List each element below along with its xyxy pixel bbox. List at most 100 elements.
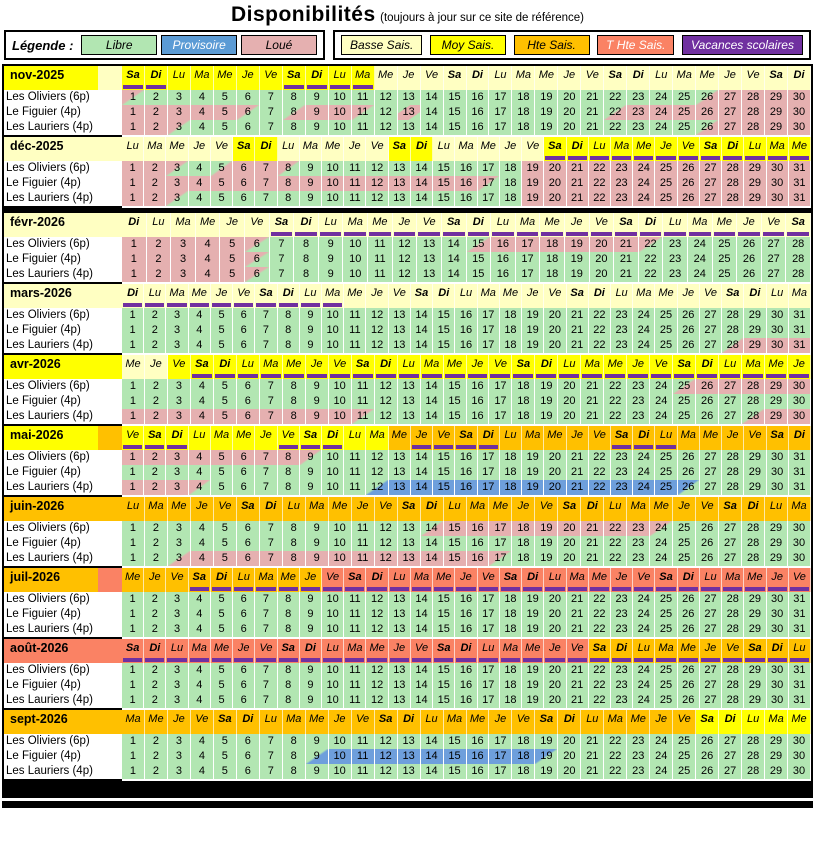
day-cell: 13 (388, 191, 411, 208)
strip-cell (499, 445, 523, 450)
day-header-cell: Je (190, 497, 214, 516)
day-header-cell: Lu (719, 355, 743, 374)
property-label: Les Lauriers (4p) (4, 622, 122, 637)
vacation-bar (456, 445, 476, 449)
vacation-bar (389, 587, 409, 591)
day-cell: 23 (610, 607, 634, 624)
day-header-cell: Sa (255, 284, 278, 303)
property-label: Les Oliviers (6p) (4, 663, 122, 678)
day-cell: 16 (455, 592, 478, 609)
vacation-bar-cell (765, 374, 789, 379)
day-cell: 18 (499, 176, 523, 193)
day-cell: 2 (144, 480, 167, 497)
day-header-cell: Je (188, 137, 211, 156)
day-cell: 19 (522, 338, 545, 355)
day-header-cell: Je (305, 355, 329, 374)
day-header-cell: Ve (522, 137, 545, 156)
vacation-bar (611, 587, 632, 591)
strip-cell (420, 729, 444, 734)
day-cell: 18 (499, 480, 523, 497)
day-header-cell: Ma (299, 137, 323, 156)
strip-cell (388, 445, 411, 450)
vacation-bar-cell (294, 232, 319, 237)
day-header-cell: Me (712, 213, 738, 232)
property-label: Les Lauriers (4p) (4, 764, 122, 779)
property-label: Les Lauriers (4p) (4, 693, 122, 708)
day-cell: 23 (610, 480, 634, 497)
strip-cell (122, 232, 147, 237)
strip-cell (788, 303, 811, 308)
vacation-bar (478, 658, 498, 662)
day-cell: 29 (744, 191, 767, 208)
month-label-filler (98, 710, 122, 734)
day-header-cell: Lu (633, 639, 656, 658)
day-header-cell: Sa (673, 355, 697, 374)
property-label: Le Figuier (4p) (4, 465, 122, 480)
vacation-bar (211, 303, 232, 307)
vacation-bar-cell (277, 445, 300, 450)
day-cell: 23 (610, 338, 634, 355)
vacation-bar (700, 587, 721, 591)
day-cell: 25 (655, 338, 678, 355)
day-cell: 21 (581, 120, 605, 137)
day-cell: 1 (122, 764, 145, 781)
vacation-bar (323, 658, 343, 662)
day-header-cell: Sa (699, 137, 723, 156)
day-cell: 15 (433, 480, 456, 497)
vacation-bar (789, 156, 809, 160)
day-header-cell: Me (499, 284, 523, 303)
vacation-bar-cell (366, 658, 389, 663)
strip-cell (581, 729, 605, 734)
day-cell: 13 (417, 267, 442, 284)
day-cell: 14 (420, 409, 444, 426)
vacation-bar-cell (633, 587, 656, 592)
day-cell: 26 (696, 379, 720, 396)
day-cell: 16 (455, 176, 478, 193)
day-cell: 23 (610, 176, 634, 193)
vacation-bar (743, 374, 764, 378)
vacation-bar (306, 85, 327, 89)
day-header-cell: Ma (166, 284, 189, 303)
vacation-bar (545, 658, 565, 662)
day-header-cell: Je (397, 66, 421, 85)
day-header-cell: Ma (604, 710, 628, 729)
day-cell: 2 (146, 267, 172, 284)
day-cell: 17 (515, 252, 541, 269)
day-cell: 12 (392, 267, 418, 284)
day-cell: 22 (604, 120, 628, 137)
day-cell: 23 (610, 693, 634, 710)
day-cell: 14 (410, 592, 434, 609)
day-header-cell: Ve (259, 66, 283, 85)
day-cell: 21 (566, 191, 589, 208)
day-cell: 30 (766, 191, 789, 208)
day-cell: 26 (677, 592, 700, 609)
day-cell: 6 (245, 267, 270, 284)
day-cell: 15 (433, 308, 456, 325)
day-header-cell: Lu (146, 213, 172, 232)
strip-cell (588, 303, 611, 308)
strip-cell (433, 303, 456, 308)
day-cell: 25 (655, 693, 678, 710)
vacation-bar (375, 374, 396, 378)
day-cell: 28 (742, 551, 766, 568)
day-cell: 25 (655, 607, 678, 624)
vacation-bar (664, 232, 686, 236)
day-cell: 17 (489, 120, 513, 137)
day-cell: 11 (344, 693, 367, 710)
day-cell: 16 (466, 120, 490, 137)
day-cell: 28 (722, 450, 745, 467)
day-header-cell: Je (236, 66, 260, 85)
day-cell: 12 (374, 764, 398, 781)
month-block-mai-2026: mai-2026 Ve Sa Di Lu Ma Me Je Ve Sa Di Lu Ma Me Je Ve Sa… (4, 424, 811, 497)
day-cell: 24 (633, 693, 656, 710)
legend-season-moy-sais-: Moy Sais. (429, 35, 506, 55)
day-cell: 24 (633, 191, 656, 208)
day-cell: 5 (210, 622, 234, 639)
strip-cell (522, 156, 545, 161)
day-cell: 26 (677, 176, 700, 193)
vacation-bar-cell (477, 587, 500, 592)
strip-cell (166, 587, 189, 592)
day-header-cell: Lu (588, 137, 611, 156)
day-header-cell: Di (410, 137, 434, 156)
day-header-cell: Me (588, 568, 611, 587)
